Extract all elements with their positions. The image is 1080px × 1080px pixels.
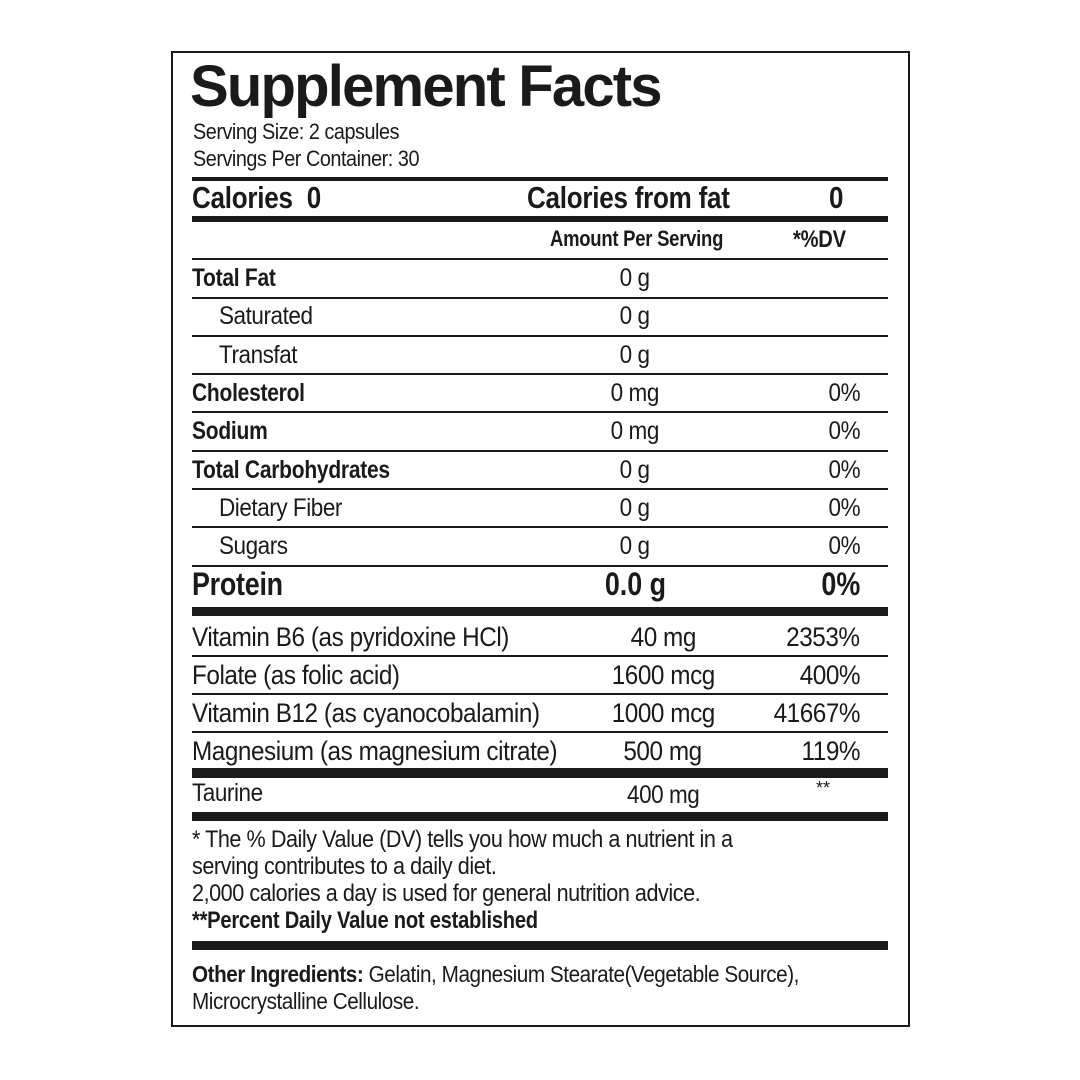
amount-per-serving-header: Amount Per Serving (550, 226, 724, 251)
divider (192, 488, 888, 490)
calories: Calories 0 (192, 180, 321, 215)
other-ingredients-cont: Microcrystalline Cellulose. (192, 988, 420, 1014)
vitamin-name: Magnesium (as magnesium citrate) (192, 736, 558, 766)
dv-header: *%DV (793, 226, 846, 253)
divider (192, 768, 888, 778)
vitamin-row: Magnesium (as magnesium citrate) 500 mg … (192, 732, 888, 768)
divider (192, 731, 888, 733)
nutrient-row: Sodium 0 mg 0% (192, 413, 888, 449)
calories-from-fat-value: 0 (829, 180, 844, 215)
vitamin-amount: 40 mg (630, 622, 696, 652)
nutrient-dv: 0% (828, 532, 860, 561)
nutrient-amount: 0 mg (610, 417, 660, 446)
nutrient-row: Sugars 0 g 0% (192, 528, 888, 564)
nutrient-name: Sugars (219, 532, 288, 561)
nutrient-name: Saturated (219, 302, 313, 331)
footnote-line: * The % Daily Value (DV) tells you how m… (192, 826, 733, 853)
footnote-line: serving contributes to a daily diet. (192, 853, 497, 880)
vitamin-dv: 41667% (773, 698, 861, 728)
servings-per-container: Servings Per Container: 30 (193, 146, 420, 171)
nutrient-name: Cholesterol (192, 378, 305, 407)
vitamin-name: Vitamin B12 (as cyanocobalamin) (192, 698, 540, 728)
vitamin-amount: 500 mg (623, 736, 703, 766)
nutrient-row: Total Fat 0 g (192, 260, 888, 296)
nutrient-row: Total Carbohydrates 0 g 0% (192, 452, 888, 488)
divider (192, 526, 888, 529)
divider (192, 941, 888, 950)
serving-size: Serving Size: 2 capsules (193, 119, 400, 144)
vitamin-name: Vitamin B6 (as pyridoxine HCl) (192, 622, 509, 652)
protein-row: Protein 0.0 g 0% (192, 566, 860, 602)
vitamin-dv: 119% (801, 736, 860, 766)
vitamin-name: Folate (as folic acid) (192, 660, 400, 690)
divider (192, 258, 888, 260)
nutrient-dv: 0% (828, 378, 860, 407)
footnote-line: 2,000 calories a day is used for general… (192, 880, 701, 907)
vitamin-row: Vitamin B12 (as cyanocobalamin) 1000 mcg… (192, 694, 888, 730)
vitamin-amount: 1600 mcg (611, 660, 715, 690)
vitamin-row: Folate (as folic acid) 1600 mcg 400% (192, 656, 888, 692)
nutrient-name: Total Fat (192, 264, 276, 292)
nutrient-amount: 0 g (620, 302, 650, 331)
divider (192, 373, 888, 376)
vitamin-dv: 400% (799, 660, 861, 690)
nutrient-amount: 0 mg (610, 378, 660, 407)
divider (192, 449, 888, 452)
nutrient-dv: 0% (828, 493, 860, 522)
divider (192, 216, 888, 222)
nutrient-amount: 0 g (620, 493, 650, 522)
divider (192, 812, 888, 821)
nutrient-amount: 0 g (620, 264, 650, 292)
panel-title: Supplement Facts (190, 54, 663, 119)
nutrient-name: Sodium (192, 417, 268, 446)
nutrient-name: Transfat (219, 340, 298, 369)
divider (192, 296, 888, 299)
nutrient-amount: 0 g (620, 340, 650, 369)
nutrient-name: Total Carbohydrates (192, 455, 390, 484)
nutrient-amount: 0 g (620, 532, 650, 561)
nutrient-dv: 0% (828, 417, 860, 446)
divider (192, 564, 888, 567)
nutrient-dv: 0% (828, 455, 860, 484)
divider (192, 177, 888, 181)
calories-from-fat-label: Calories from fat (527, 180, 730, 215)
divider (192, 334, 888, 337)
divider (192, 607, 888, 616)
divider (192, 655, 888, 657)
vitamin-row: Vitamin B6 (as pyridoxine HCl) 40 mg 235… (192, 618, 888, 654)
divider (192, 411, 888, 414)
vitamin-amount: 1000 mcg (611, 698, 715, 728)
taurine-row: Taurine 400 mg ** (192, 778, 830, 809)
nutrient-name: Dietary Fiber (219, 493, 342, 522)
nutrient-row: Cholesterol 0 mg 0% (192, 375, 888, 411)
other-ingredients-label: Other Ingredients: (192, 961, 364, 987)
divider (192, 693, 888, 695)
vitamin-dv: 2353% (786, 622, 861, 652)
supplement-facts-panel (171, 51, 910, 1027)
nutrient-row: Saturated 0 g (192, 298, 888, 334)
other-ingredients: Other Ingredients: Gelatin, Magnesium St… (192, 961, 799, 987)
nutrient-row: Transfat 0 g (192, 337, 888, 373)
nutrient-amount: 0 g (620, 455, 650, 484)
footnote-not-established: **Percent Daily Value not established (192, 907, 538, 934)
nutrient-row: Dietary Fiber 0 g 0% (192, 490, 888, 526)
